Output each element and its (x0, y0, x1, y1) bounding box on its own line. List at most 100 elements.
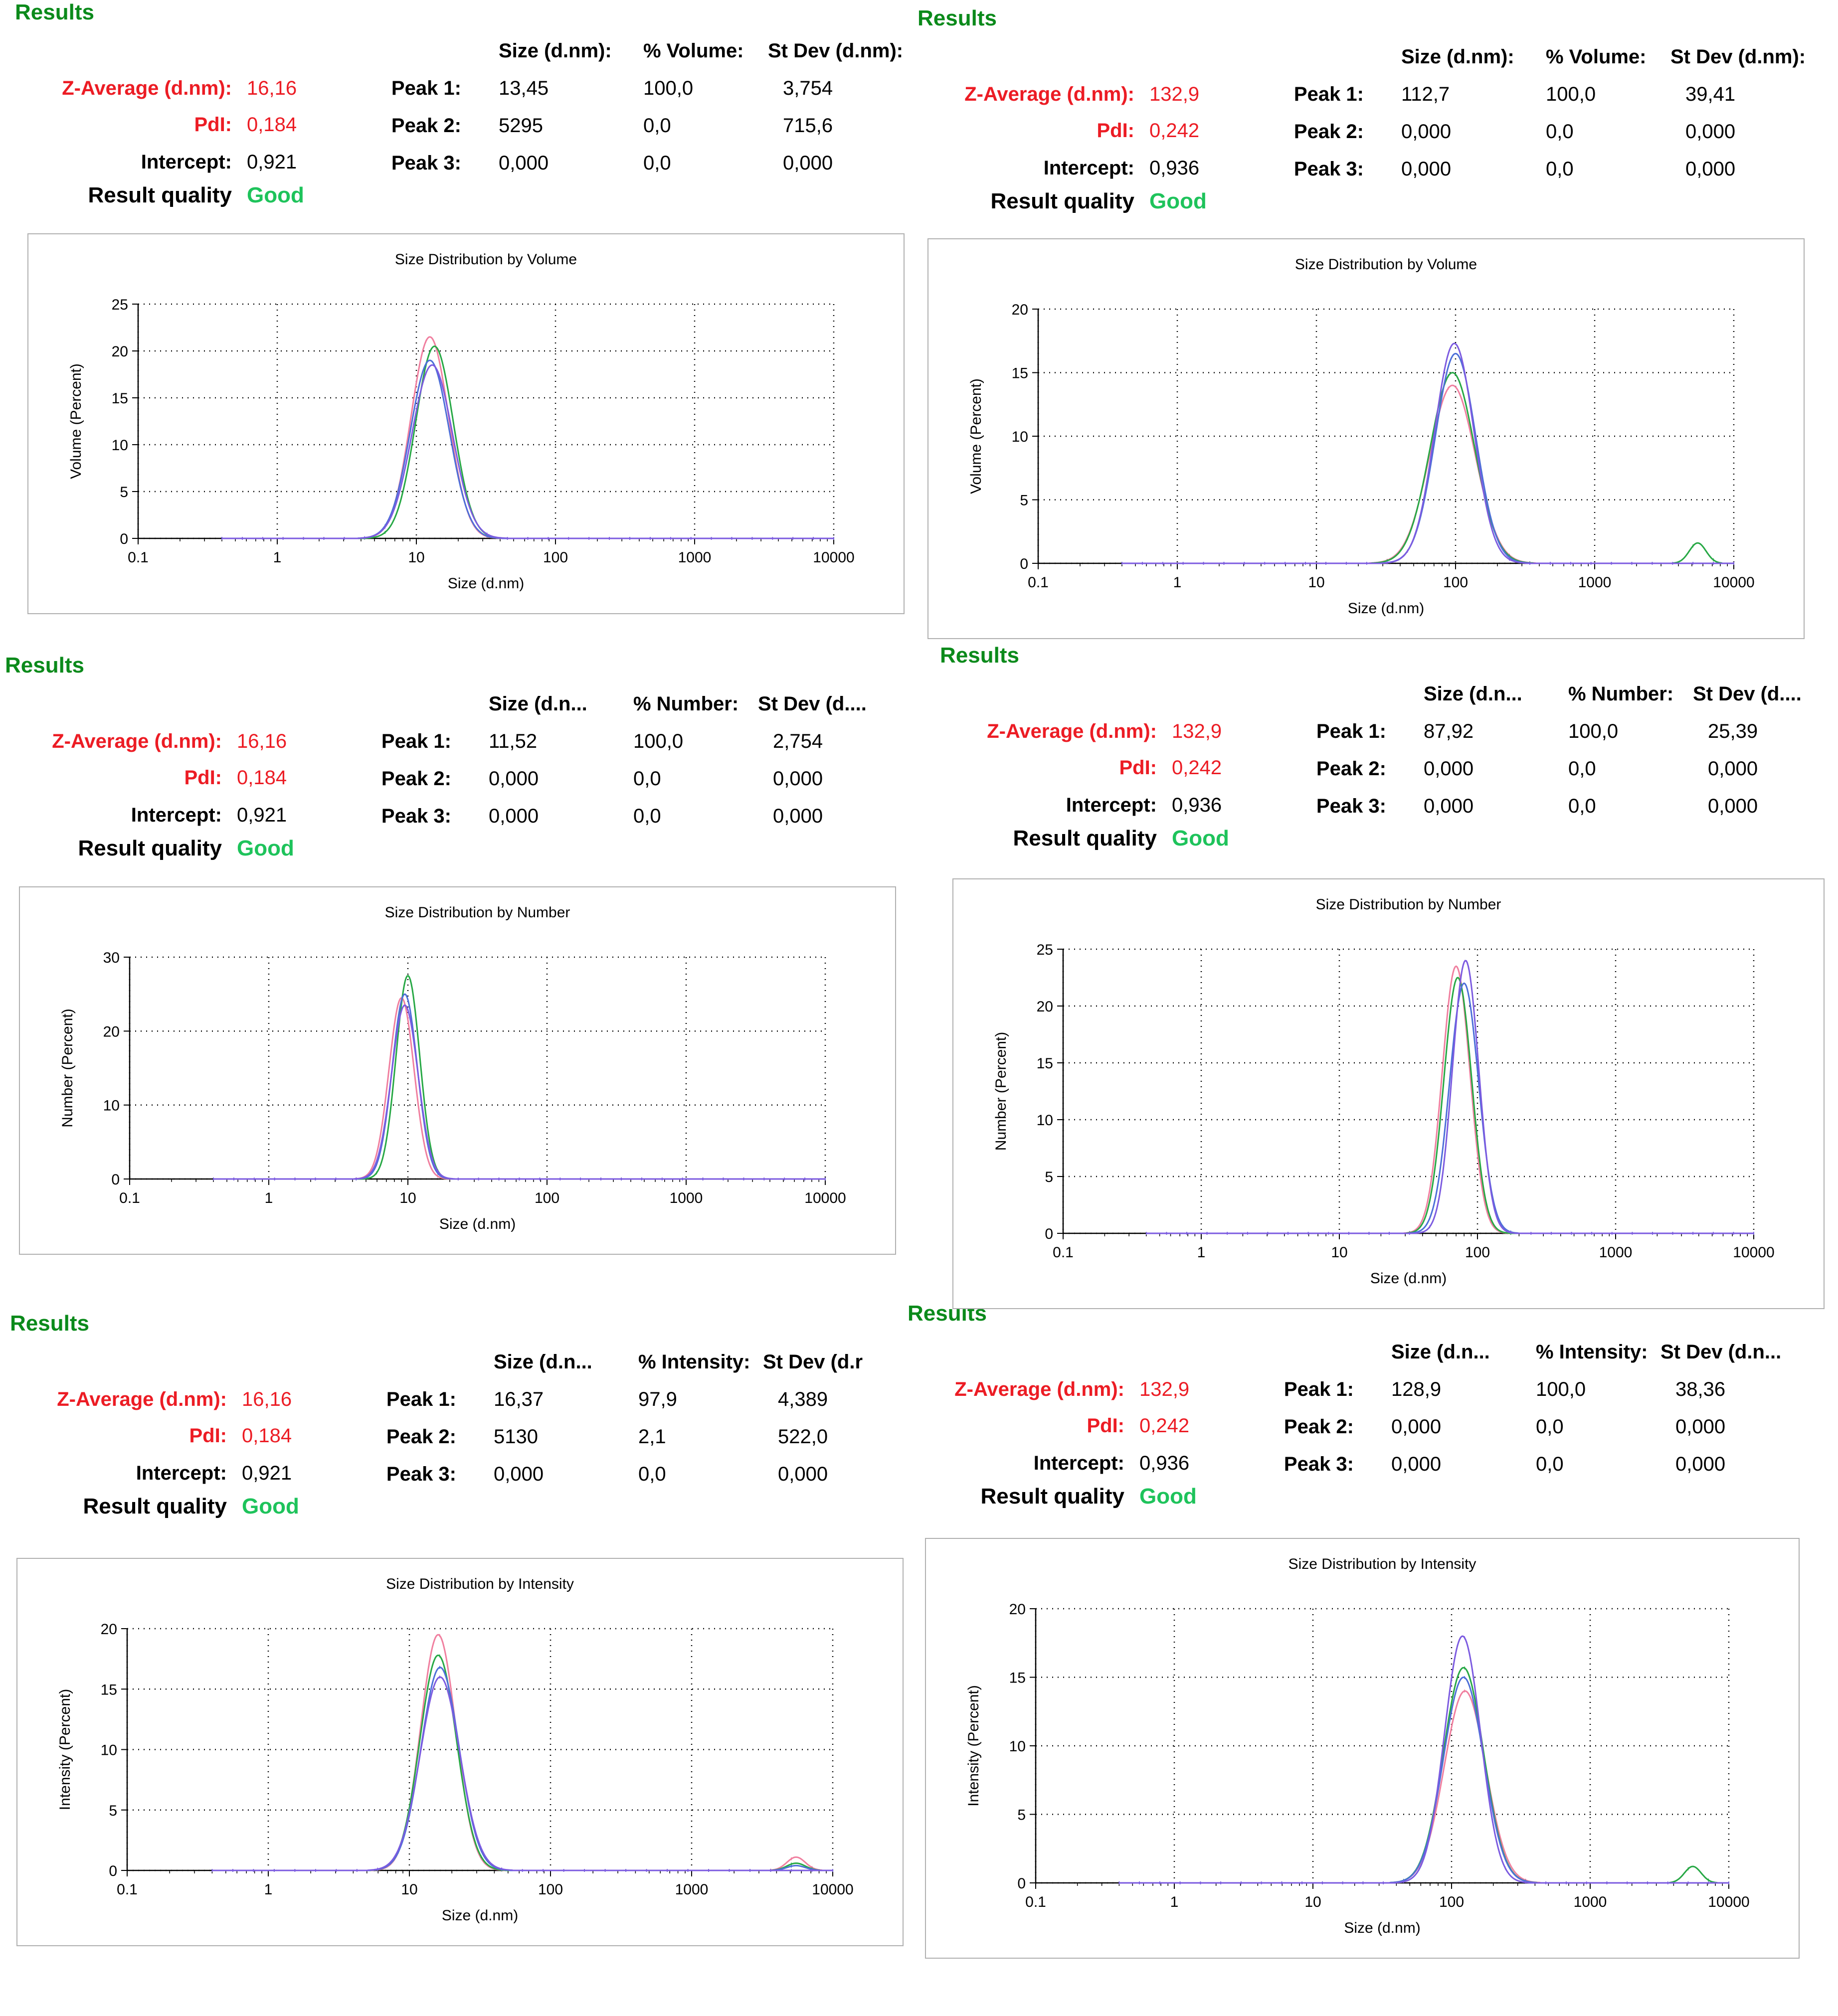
peak-size-value: 0,000 (1424, 795, 1474, 817)
peak-pct-value: 100,0 (643, 77, 694, 99)
chart-title: Size Distribution by Intensity (386, 1576, 574, 1592)
peak-label: Peak 2: (381, 768, 451, 790)
results-title: Results (10, 1311, 89, 1336)
result-quality-label: Result quality (83, 1494, 227, 1518)
y-tick-label: 25 (1037, 942, 1053, 958)
x-axis-label: Size (d.nm) (442, 1907, 518, 1924)
peak-size-value: 87,92 (1424, 720, 1474, 742)
y-tick-label: 0 (111, 1172, 120, 1188)
series-run2-line (212, 1654, 833, 1871)
x-tick-label: 10000 (1713, 574, 1754, 591)
y-tick-label: 5 (1045, 1169, 1053, 1185)
peak-label: Peak 3: (1293, 158, 1364, 180)
peak-pct-value: 0,0 (1546, 158, 1574, 180)
peak-stdev-value: 39,41 (1685, 83, 1736, 105)
chart-title: Size Distribution by Volume (1295, 256, 1477, 273)
result-quality-value: Good (242, 1494, 299, 1518)
x-tick-label: 100 (543, 549, 568, 566)
peak-label: Peak 2: (1284, 1416, 1354, 1438)
y-tick-label: 20 (1009, 1601, 1026, 1618)
x-tick-label: 0.1 (1028, 574, 1049, 591)
y-tick-label: 15 (112, 390, 128, 407)
y-axis-label: Number (Percent) (59, 1008, 76, 1127)
peak-label: Peak 1: (381, 730, 451, 752)
x-tick-label: 1000 (1574, 1894, 1607, 1910)
x-tick-label: 0.1 (1053, 1244, 1074, 1261)
z-average-value: 16,16 (237, 730, 287, 752)
x-tick-label: 0.1 (119, 1190, 140, 1206)
results-title: Results (15, 0, 94, 24)
series-run1-line (212, 1634, 833, 1871)
chart-title: Size Distribution by Number (385, 904, 570, 921)
y-axis-label: Volume (Percent) (68, 363, 84, 479)
y-tick-label: 5 (1020, 493, 1028, 509)
peak-label: Peak 2: (391, 115, 461, 137)
y-tick-label: 20 (1037, 999, 1053, 1015)
series-run2-line (1122, 371, 1734, 564)
peak-label: Peak 3: (381, 805, 451, 827)
y-axis-label: Number (Percent) (993, 1032, 1009, 1151)
peak-pct-value: 100,0 (633, 730, 684, 752)
z-average-value: 16,16 (247, 77, 297, 99)
y-tick-label: 15 (1009, 1670, 1026, 1686)
column-header: Size (d.n... (1391, 1341, 1490, 1363)
y-tick-label: 0 (1020, 556, 1028, 572)
pdi-value: 0,184 (247, 114, 297, 136)
result-quality-value: Good (247, 183, 304, 207)
x-tick-label: 1 (264, 1881, 273, 1898)
x-tick-label: 10000 (804, 1190, 846, 1206)
series-run3-line (212, 1667, 833, 1871)
peak-label: Peak 2: (1316, 758, 1386, 780)
peak-size-value: 0,000 (489, 768, 539, 790)
x-tick-label: 10 (1308, 574, 1324, 591)
results-title: Results (918, 6, 997, 30)
column-header: % Number: (633, 693, 739, 715)
y-tick-label: 15 (1037, 1055, 1053, 1072)
result-quality-value: Good (237, 836, 294, 860)
peak-stdev-value: 715,6 (783, 115, 833, 137)
peak-pct-value: 0,0 (633, 805, 661, 827)
x-axis-label: Size (d.nm) (1370, 1270, 1447, 1287)
column-header: St Dev (d.r (763, 1351, 863, 1373)
peak-pct-value: 100,0 (1536, 1378, 1586, 1400)
column-header: Size (d.nm): (1401, 46, 1514, 68)
series-run2-line (213, 975, 825, 1180)
series-run4-line (212, 1676, 833, 1871)
peak-size-value: 0,000 (1391, 1416, 1442, 1438)
x-tick-label: 10000 (813, 549, 854, 566)
peak-stdev-value: 38,36 (1675, 1378, 1726, 1400)
chart-title: Size Distribution by Intensity (1288, 1556, 1476, 1572)
x-axis-label: Size (d.nm) (1344, 1920, 1420, 1936)
series-run4-line (1122, 342, 1734, 564)
peak-pct-value: 0,0 (1536, 1416, 1564, 1438)
chart-f: Size Distribution by Intensity 0.1 1 10 100 1… (925, 1538, 1800, 1959)
x-tick-label: 100 (538, 1881, 563, 1898)
x-tick-label: 0.1 (117, 1881, 138, 1898)
series-run3-line (213, 993, 825, 1180)
peak-pct-value: 0,0 (638, 1463, 666, 1485)
peak-stdev-value: 0,000 (1708, 758, 1758, 780)
peak-size-value: 5295 (499, 115, 543, 137)
intercept-label: Intercept: (1066, 794, 1157, 816)
series-run3-line (222, 359, 834, 539)
column-header: % Volume: (643, 40, 744, 62)
x-tick-label: 1 (273, 549, 282, 566)
z-average-label: Z-Average (d.nm): (954, 1378, 1124, 1400)
peak-size-value: 13,45 (499, 77, 549, 99)
column-header: Size (d.nm): (499, 40, 612, 62)
peak-stdev-value: 2,754 (773, 730, 823, 752)
intercept-label: Intercept: (136, 1462, 227, 1484)
y-tick-label: 15 (1012, 365, 1028, 382)
y-tick-label: 25 (112, 297, 128, 313)
series-run1-line (222, 336, 834, 539)
x-axis-label: Size (d.nm) (1348, 600, 1424, 617)
peak-size-value: 0,000 (494, 1463, 544, 1485)
y-tick-label: 20 (112, 343, 128, 360)
x-tick-label: 1000 (678, 549, 712, 566)
pdi-label: PdI: (1119, 757, 1157, 779)
y-axis-label: Intensity (Percent) (965, 1685, 982, 1806)
results-title: Results (5, 653, 84, 677)
z-average-value: 132,9 (1149, 83, 1200, 105)
result-quality-label: Result quality (1013, 826, 1157, 850)
